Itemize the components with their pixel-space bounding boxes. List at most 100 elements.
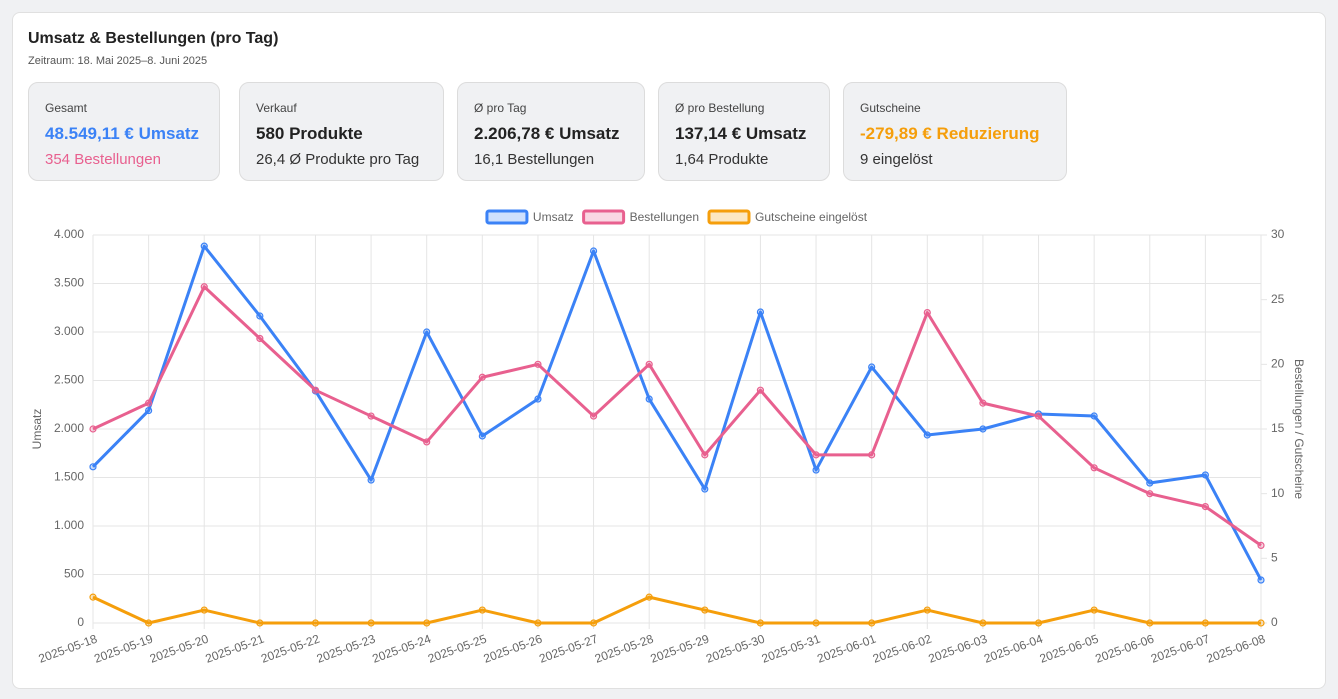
data-point — [311, 619, 320, 627]
stat-label: Gesamt — [45, 101, 88, 115]
data-point — [1090, 464, 1098, 472]
data-point — [589, 619, 598, 627]
data-point — [145, 619, 153, 627]
data-point — [367, 412, 375, 420]
x-tick-label: 2025-06-01 — [815, 632, 878, 666]
data-point — [1257, 541, 1265, 550]
legend-swatch — [485, 209, 529, 225]
x-tick-label: 2025-06-02 — [871, 632, 934, 666]
data-point — [145, 406, 153, 415]
x-tick-label: 2025-05-21 — [203, 632, 266, 666]
data-point — [701, 451, 709, 459]
data-point — [200, 283, 208, 291]
panel-title: Umsatz & Bestellungen (pro Tag) — [28, 30, 279, 47]
y2-tick-label: 30 — [1271, 227, 1285, 241]
data-point — [923, 309, 931, 317]
series-line — [92, 285, 1262, 547]
legend-label: Bestellungen — [630, 210, 699, 224]
data-point — [1201, 619, 1209, 627]
y-tick-label: 2.500 — [54, 373, 84, 387]
data-point — [756, 308, 765, 316]
data-point — [89, 463, 97, 471]
data-point — [478, 606, 486, 614]
data-point — [868, 363, 876, 371]
y2-tick-label: 0 — [1271, 615, 1278, 629]
data-point — [256, 619, 264, 627]
data-point — [367, 619, 375, 627]
x-tick-label: 2025-06-08 — [1205, 632, 1268, 666]
data-point — [645, 593, 653, 601]
data-point — [256, 312, 264, 320]
x-tick-label: 2025-05-18 — [37, 632, 100, 666]
y-tick-label: 2.000 — [54, 421, 84, 435]
y2-tick-label: 20 — [1271, 357, 1285, 371]
data-point — [812, 451, 820, 459]
y2-tick-label: 15 — [1271, 421, 1285, 435]
data-point — [534, 360, 542, 368]
data-point — [145, 399, 153, 407]
data-point — [534, 619, 542, 627]
data-point — [1257, 619, 1265, 627]
data-point — [868, 451, 876, 459]
x-tick-label: 2025-05-29 — [648, 632, 711, 666]
x-tick-label: 2025-05-31 — [760, 632, 823, 666]
data-point — [1090, 606, 1098, 614]
y2-tick-label: 25 — [1271, 292, 1285, 306]
stat-card: Gesamt 48.549,11 € Umsatz 354 Bestellung… — [28, 82, 220, 181]
data-point — [1146, 479, 1154, 487]
data-point — [645, 395, 653, 403]
x-tick-label: 2025-05-26 — [482, 632, 545, 666]
data-point — [1201, 471, 1209, 479]
series-line — [91, 244, 1263, 581]
stat-sub: 9 eingelöst — [860, 151, 933, 168]
stat-main: 137,14 € Umsatz — [675, 124, 807, 143]
stat-main: -279,89 € Reduzierung — [860, 124, 1040, 143]
data-point — [589, 247, 598, 255]
data-point — [89, 425, 97, 433]
data-point — [979, 619, 987, 627]
y-tick-label: 1.000 — [54, 518, 84, 532]
y2-tick-label: 5 — [1271, 551, 1278, 565]
stat-main: 580 Produkte — [256, 124, 363, 143]
legend-label: Umsatz — [533, 210, 574, 224]
data-point — [1257, 576, 1265, 584]
stat-main: 2.206,78 € Umsatz — [474, 124, 620, 143]
data-point — [645, 360, 653, 368]
data-point — [423, 328, 431, 336]
x-tick-label: 2025-05-23 — [315, 632, 378, 666]
stat-label: Verkauf — [256, 101, 297, 115]
x-tick-label: 2025-05-30 — [704, 632, 767, 666]
data-point — [1034, 619, 1043, 627]
x-tick-label: 2025-05-22 — [259, 632, 322, 666]
data-point — [756, 619, 765, 627]
data-point — [1201, 503, 1209, 511]
data-point — [423, 619, 431, 627]
stat-sub: 354 Bestellungen — [45, 151, 161, 168]
data-point — [1146, 490, 1154, 498]
stat-label: Gutscheine — [860, 101, 921, 115]
x-tick-label: 2025-06-07 — [1149, 632, 1212, 666]
data-point — [923, 606, 931, 614]
data-point — [868, 619, 876, 627]
data-point — [200, 606, 208, 614]
data-point — [1034, 412, 1043, 420]
stat-sub: 1,64 Produkte — [675, 151, 769, 168]
data-point — [812, 466, 820, 474]
x-tick-label: 2025-05-20 — [148, 632, 211, 666]
legend: Umsatz Bestellungen Gutscheine eingelöst — [485, 209, 868, 225]
stat-label: Ø pro Tag — [474, 101, 527, 115]
stat-main: 48.549,11 € Umsatz — [45, 124, 200, 143]
data-point — [256, 334, 264, 343]
data-point — [478, 432, 486, 440]
y2-tick-label: 10 — [1271, 486, 1285, 500]
panel: Umsatz & Bestellungen (pro Tag) Zeitraum… — [12, 12, 1326, 689]
y-tick-label: 1.500 — [54, 470, 84, 484]
data-point — [534, 395, 542, 403]
stat-sub: 16,1 Bestellungen — [474, 151, 595, 168]
data-point — [478, 373, 486, 381]
data-point — [1090, 412, 1098, 420]
x-tick-label: 2025-05-27 — [537, 632, 600, 666]
data-point — [423, 438, 431, 446]
y-axis-title: Umsatz — [30, 409, 44, 450]
